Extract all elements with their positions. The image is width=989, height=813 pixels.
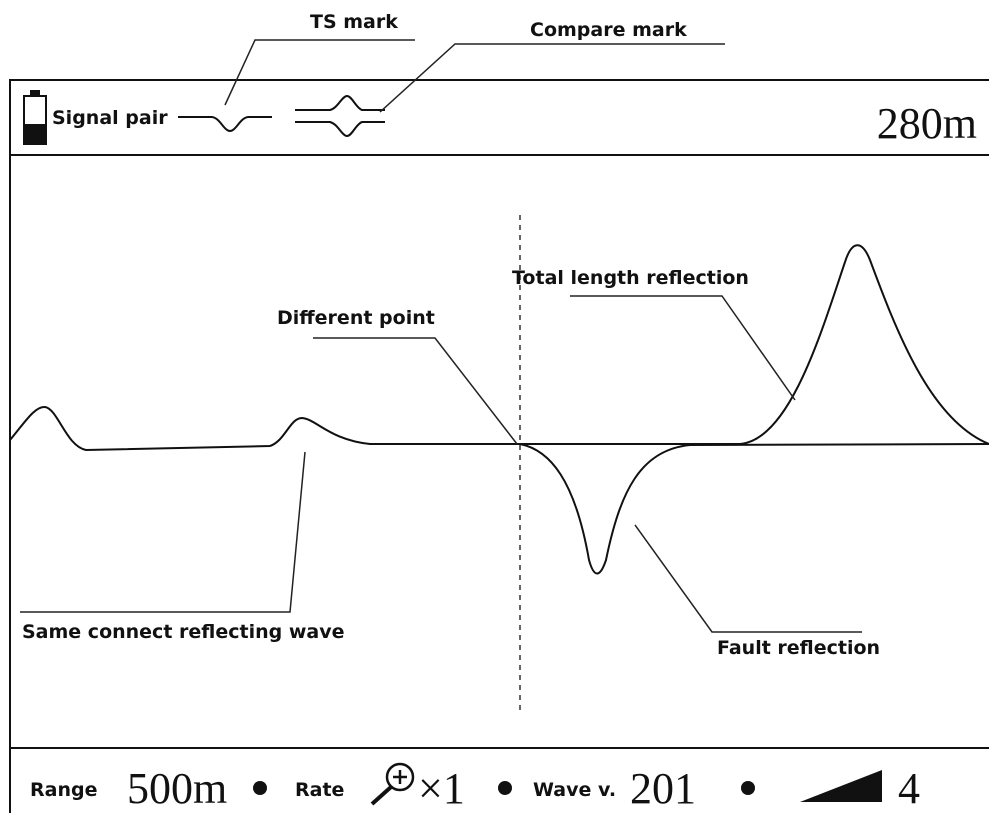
distance-readout: 280m: [877, 99, 977, 148]
rate-value: ×1: [418, 764, 465, 813]
total-length-leader: [570, 295, 796, 401]
rate-label: Rate: [295, 779, 344, 801]
different-point-label: Different point: [277, 307, 435, 329]
fault-waveform: [9, 406, 989, 575]
compare-mark-leader: [379, 43, 725, 113]
battery-icon: [23, 90, 47, 145]
compare-mark-label: Compare mark: [530, 19, 687, 41]
separator-dot: [498, 781, 512, 795]
fault-label: Fault reflection: [717, 637, 880, 659]
signal-label: Signal pair: [52, 107, 168, 129]
ts-mark-label: TS mark: [310, 11, 398, 33]
separator-dot: [741, 781, 755, 795]
ts-mark-icon: [178, 116, 272, 133]
ts-mark-leader: [224, 39, 415, 106]
compare-mark-icon-bottom: [295, 121, 385, 138]
compare-mark-icon-top: [295, 94, 385, 111]
reference-waveform: [520, 244, 989, 445]
screen-frame: [9, 79, 989, 813]
wave-value: 201: [630, 764, 696, 813]
separator-dot: [253, 781, 267, 795]
zoom-icon: [370, 762, 415, 806]
different-point-leader: [313, 337, 518, 445]
range-value: 500m: [127, 764, 227, 813]
range-label: Range: [30, 779, 97, 801]
gain-value: 4: [898, 764, 920, 813]
total-length-label: Total length reflection: [512, 267, 749, 289]
fault-leader: [634, 524, 862, 633]
wave-label: Wave v.: [533, 779, 616, 801]
same-connect-leader: [20, 451, 306, 613]
same-connect-label: Same connect reflecting wave: [22, 621, 345, 643]
gain-icon: [800, 770, 882, 802]
